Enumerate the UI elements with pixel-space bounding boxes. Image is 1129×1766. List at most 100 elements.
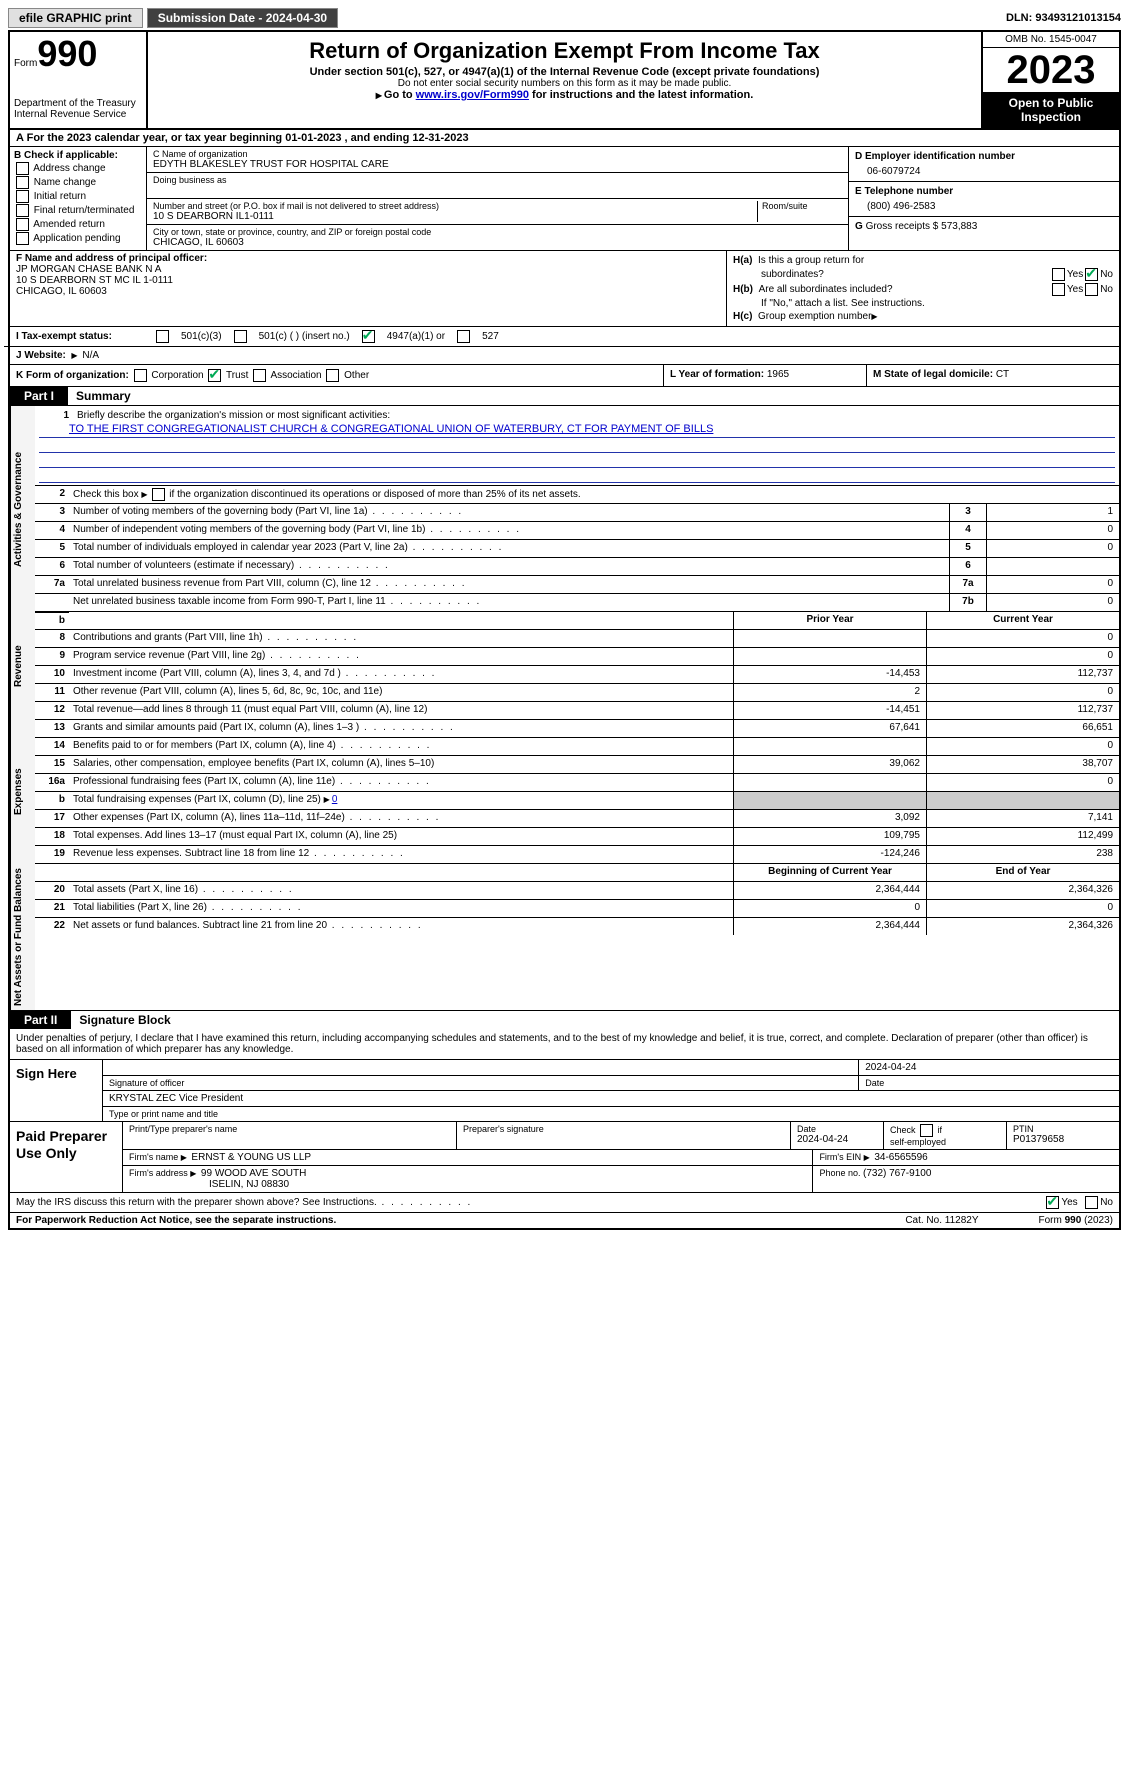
line11: Other revenue (Part VIII, column (A), li… [69, 684, 733, 701]
box-b: B Check if applicable: Address change Na… [10, 147, 147, 250]
i-527[interactable] [457, 330, 470, 343]
part-1-bar: Part I Summary [10, 387, 1119, 405]
box-g: G Gross receipts $ 573,883 [849, 217, 1119, 236]
row-j: J Website: N/A [10, 347, 1119, 365]
cb-final[interactable]: Final return/terminated [14, 204, 142, 217]
sign-here-label: Sign Here [10, 1060, 103, 1121]
section-governance: Activities & Governance 1 Briefly describ… [10, 405, 1119, 612]
line16a: Professional fundraising fees (Part IX, … [69, 774, 733, 791]
line21: Total liabilities (Part X, line 26) [69, 900, 733, 917]
line2-checkbox[interactable] [152, 488, 165, 501]
section-revenue: Revenue bPrior YearCurrent Year 8Contrib… [10, 612, 1119, 720]
ha-yes[interactable] [1052, 268, 1065, 281]
cb-pending[interactable]: Application pending [14, 232, 142, 245]
discuss-yes[interactable] [1046, 1196, 1059, 1209]
discuss-text: May the IRS discuss this return with the… [16, 1197, 472, 1208]
vtab-expenses: Expenses [10, 720, 35, 864]
dln: DLN: 93493121013154 [1006, 12, 1121, 24]
box-d: D Employer identification number 06-6079… [849, 147, 1119, 182]
form-title: Return of Organization Exempt From Incom… [156, 38, 973, 64]
section-fh: F Name and address of principal officer:… [10, 251, 1119, 327]
firm-addr: 99 WOOD AVE SOUTH [201, 1168, 306, 1179]
form-container: Form990 Department of the Treasury Inter… [8, 30, 1121, 1230]
cb-name[interactable]: Name change [14, 176, 142, 189]
i-4947[interactable] [362, 330, 375, 343]
form-link-line: Go to www.irs.gov/Form990 for instructio… [156, 89, 973, 101]
line7b: Net unrelated business taxable income fr… [69, 594, 949, 611]
date-label: Date [859, 1076, 1119, 1090]
officer-name: KRYSTAL ZEC Vice President [103, 1091, 1119, 1106]
line15: Salaries, other compensation, employee b… [69, 756, 733, 773]
line10: Investment income (Part VIII, column (A)… [69, 666, 733, 683]
box-c: C Name of organization EDYTH BLAKESLEY T… [147, 147, 848, 250]
firm-name: ERNST & YOUNG US LLP [191, 1152, 311, 1163]
room-label: Room/suite [762, 201, 842, 211]
line1-label: Briefly describe the organization's miss… [73, 408, 1115, 423]
tax-year: 2023 [983, 48, 1119, 92]
irs-link[interactable]: www.irs.gov/Form990 [416, 89, 529, 101]
submission-button[interactable]: Submission Date - 2024-04-30 [147, 8, 338, 28]
line13: Grants and similar amounts paid (Part IX… [69, 720, 733, 737]
sig-intro: Under penalties of perjury, I declare th… [10, 1029, 1119, 1060]
sig-officer-label: Signature of officer [103, 1076, 859, 1090]
form-header: Form990 Department of the Treasury Inter… [10, 32, 1119, 130]
part-1-title: Summary [68, 387, 139, 405]
type-name-label: Type or print name and title [103, 1107, 1119, 1121]
efile-button[interactable]: efile GRAPHIC print [8, 8, 143, 28]
vtab-revenue: Revenue [10, 612, 35, 720]
open-inspection: Open to Public Inspection [983, 92, 1119, 128]
line7a: Total unrelated business revenue from Pa… [69, 576, 949, 593]
line3-val: 1 [986, 504, 1119, 521]
col-boy: Beginning of Current Year [733, 864, 926, 881]
city-label: City or town, state or province, country… [153, 227, 842, 237]
form-id-box: Form990 Department of the Treasury Inter… [10, 32, 148, 128]
k-corp[interactable] [134, 369, 147, 382]
street: 10 S DEARBORN IL1-0111 [153, 211, 753, 222]
col-current: Current Year [926, 612, 1119, 629]
firm-phone: (732) 767-9100 [863, 1168, 931, 1179]
k-other[interactable] [326, 369, 339, 382]
ha-no[interactable] [1085, 268, 1098, 281]
city: CHICAGO, IL 60603 [153, 237, 842, 248]
org-name-label: C Name of organization [153, 149, 842, 159]
form-number: 990 [37, 33, 97, 74]
form-subtitle: Under section 501(c), 527, or 4947(a)(1)… [156, 66, 973, 78]
discuss-no[interactable] [1085, 1196, 1098, 1209]
cb-initial[interactable]: Initial return [14, 190, 142, 203]
cat-no: Cat. No. 11282Y [905, 1215, 978, 1226]
pra-notice: For Paperwork Reduction Act Notice, see … [16, 1215, 336, 1226]
row-k: K Form of organization: Corporation Trus… [10, 365, 1119, 387]
vtab-governance: Activities & Governance [10, 406, 35, 612]
form-word: Form [14, 58, 37, 69]
org-name: EDYTH BLAKESLEY TRUST FOR HOSPITAL CARE [153, 159, 842, 170]
paid-preparer-label: Paid Preparer Use Only [10, 1122, 123, 1192]
col-eoy: End of Year [926, 864, 1119, 881]
ptin: P01379658 [1013, 1134, 1064, 1145]
line22: Net assets or fund balances. Subtract li… [69, 918, 733, 935]
form-ssn-note: Do not enter social security numbers on … [156, 78, 973, 89]
line3: Number of voting members of the governin… [69, 504, 949, 521]
mission-text: TO THE FIRST CONGREGATIONALIST CHURCH & … [69, 423, 713, 435]
sig-date: 2024-04-24 [859, 1060, 1119, 1075]
k-trust[interactable] [208, 369, 221, 382]
line16b: Total fundraising expenses (Part IX, col… [69, 792, 733, 809]
i-501c[interactable] [234, 330, 247, 343]
line9: Program service revenue (Part VIII, line… [69, 648, 733, 665]
part-2-title: Signature Block [71, 1011, 178, 1029]
hb-yes[interactable] [1052, 283, 1065, 296]
gross-receipts: 573,883 [941, 221, 977, 232]
i-501c3[interactable] [156, 330, 169, 343]
part-1-tag: Part I [10, 387, 68, 405]
hb-no[interactable] [1085, 283, 1098, 296]
self-emp-checkbox[interactable] [920, 1124, 933, 1137]
part-2-bar: Part II Signature Block [10, 1011, 1119, 1029]
vtab-net: Net Assets or Fund Balances [10, 864, 35, 1010]
col-prior: Prior Year [733, 612, 926, 629]
k-assoc[interactable] [253, 369, 266, 382]
line5: Total number of individuals employed in … [69, 540, 949, 557]
line14: Benefits paid to or for members (Part IX… [69, 738, 733, 755]
row-i: I Tax-exempt status: 501(c)(3) 501(c) ( … [4, 327, 1119, 347]
dba-label: Doing business as [153, 175, 842, 185]
cb-address[interactable]: Address change [14, 162, 142, 175]
cb-amended[interactable]: Amended return [14, 218, 142, 231]
